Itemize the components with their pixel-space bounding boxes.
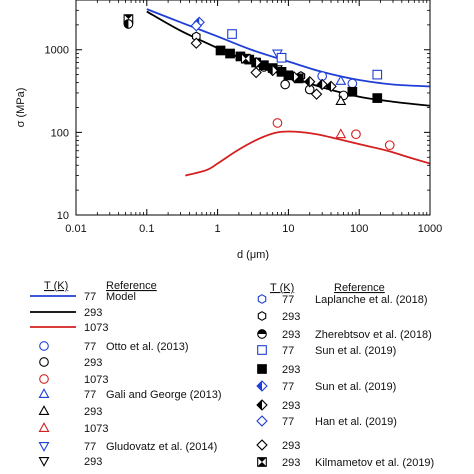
legend-right-ref-header: Reference (334, 282, 385, 294)
legend-symbol-8 (38, 422, 50, 432)
legend-symbol-11 (257, 294, 267, 304)
legend-right-temp-header: T (K) (270, 282, 294, 294)
legend-left-temp-header: T (K) (44, 280, 68, 292)
data-point-14-1 (276, 52, 287, 63)
legend-temp: 1073 (84, 374, 108, 386)
model-line-1073K (185, 130, 430, 177)
legend-symbol-14 (257, 345, 267, 355)
data-point-3-0 (347, 78, 358, 89)
legend-reference: Gludovatz et al. (2014) (106, 441, 217, 453)
legend-temp: 77 (84, 389, 96, 401)
legend-symbol-6 (38, 388, 50, 398)
legend-temp: 293 (84, 406, 102, 418)
data-point-14-0 (227, 29, 237, 39)
legend-symbol-5 (39, 374, 49, 384)
data-point-17-5 (325, 80, 337, 93)
data-point-15-1 (225, 48, 235, 59)
legend-reference: Otto et al. (2013) (106, 341, 189, 353)
data-point-5-1 (351, 129, 361, 140)
legend-temp: 1073 (84, 322, 108, 334)
x-axis-title: d (μm) (237, 249, 269, 261)
legend-symbol-4 (39, 357, 49, 367)
model-curves (146, 8, 430, 177)
legend-temp: 293 (282, 457, 300, 469)
legend-symbol-7 (38, 405, 50, 415)
data-point-20-1 (240, 53, 251, 64)
data-point-15-10 (347, 86, 358, 97)
legend-symbol-19 (256, 439, 268, 451)
legend-symbol-3 (39, 341, 49, 351)
data-point-15-11 (372, 93, 383, 103)
x-tick-label: 1 (215, 223, 221, 235)
data-point-6-0 (335, 75, 347, 85)
legend-temp: 293 (282, 440, 300, 452)
legend-symbol-12 (257, 311, 267, 321)
legend-symbol-18 (256, 415, 268, 427)
y-tick-label: 1000 (45, 45, 69, 57)
legend-temp: 77 (84, 291, 96, 303)
data-point-7-0 (335, 95, 347, 105)
data-point-17-3 (303, 76, 316, 88)
plot-frame (75, 0, 431, 216)
data-point-17-4 (316, 78, 328, 91)
legend-symbol-15 (257, 364, 267, 374)
legend-symbol-10 (38, 457, 50, 467)
legend-reference: Laplanche et al. (2018) (315, 294, 428, 306)
data-point-17-2 (288, 71, 300, 83)
data-point-15-0 (215, 45, 226, 56)
data-point-19-0 (190, 37, 203, 49)
legend-temp: 77 (282, 416, 294, 428)
legend-reference: Sun et al. (2019) (315, 345, 396, 357)
data-point-19-1 (250, 66, 262, 79)
x-tick-label: 100 (350, 223, 368, 235)
legend-temp: 293 (282, 329, 300, 341)
legend-reference: Zherebtsov et al. (2018) (315, 329, 432, 341)
legend-symbol-17 (256, 399, 268, 411)
legend-temp: 1073 (84, 423, 108, 435)
legend-symbol-20 (257, 457, 267, 467)
axes: 0.01 0.1 1 10 100 1000 10 100 1000 d (μm) σ (MPa) (15, 0, 442, 261)
legend-temp: 293 (282, 400, 300, 412)
x-tick-label: 1000 (418, 223, 442, 235)
data-point-14-2 (372, 69, 383, 80)
x-tick-label: 0.01 (65, 223, 86, 235)
legend-symbol-16 (256, 380, 268, 392)
data-point-17-1 (266, 64, 279, 77)
legend-reference: Gali and George (2013) (106, 389, 222, 401)
legend-temp: 77 (282, 381, 294, 393)
data-point-19-2 (310, 88, 323, 100)
legend: T (K) Reference T (K) Reference 77 Model 293 10… (30, 280, 434, 469)
x-tick-label: 10 (282, 223, 294, 235)
y-axis-title: σ (MPa) (15, 88, 27, 128)
data-point-4-1 (280, 79, 291, 90)
data-point-21-0 (123, 19, 134, 29)
legend-temp: 77 (282, 345, 294, 357)
legend-temp: 293 (84, 357, 102, 369)
data-point-5-0 (272, 118, 283, 128)
data-markers (123, 14, 395, 151)
legend-temp: 77 (282, 294, 294, 306)
plot-area (123, 8, 430, 177)
y-tick-label: 100 (51, 127, 69, 139)
legend-temp: 293 (84, 307, 102, 319)
data-point-8-0 (335, 128, 347, 139)
legend-reference: Model (106, 291, 136, 303)
data-point-18-0 (190, 20, 203, 32)
legend-left-ref-header: Reference (106, 280, 157, 292)
legend-temp: 293 (282, 364, 300, 376)
data-point-5-2 (384, 140, 395, 151)
legend-temp: 77 (84, 341, 96, 353)
legend-reference: Sun et al. (2019) (315, 381, 396, 393)
legend-reference: Kilmametov et al. (2019) (315, 457, 434, 469)
legend-temp: 293 (84, 456, 102, 468)
y-tick-label: 10 (57, 210, 69, 222)
legend-reference: Han et al. (2019) (315, 416, 397, 428)
legend-symbol-13 (257, 329, 267, 339)
legend-temp: 293 (282, 311, 300, 323)
x-tick-label: 0.1 (139, 223, 154, 235)
legend-temp: 77 (84, 441, 96, 453)
legend-symbol-9 (38, 442, 50, 452)
